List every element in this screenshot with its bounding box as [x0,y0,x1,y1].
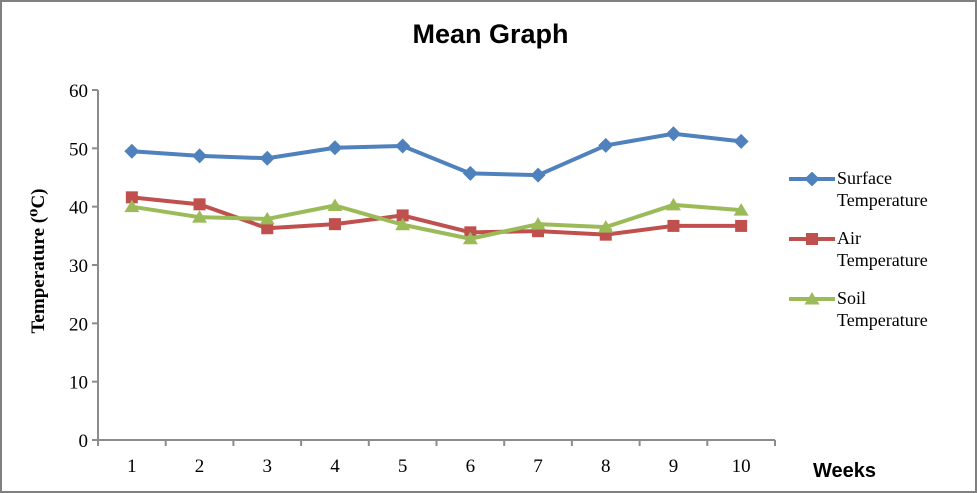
data-point-marker [530,167,546,183]
diamond-marker-icon [789,172,835,186]
x-axis-title: Weeks [813,460,877,482]
data-point-marker [328,218,341,231]
y-tick-label: 30 [69,256,88,277]
square-marker-icon [789,233,835,245]
series-line [129,131,744,178]
data-point-marker [125,191,138,204]
data-point-marker [598,137,614,153]
data-point-marker [124,143,140,159]
legend-item-soil-temperature: Soil Temperature [789,287,959,331]
data-point-marker [733,203,749,216]
chart-title: Mean Graph [412,19,569,49]
data-point-marker [261,222,274,235]
x-tick-labels: 1 2 3 4 5 6 7 8 9 10 [127,456,751,477]
x-tick-label: 8 [601,456,611,477]
triangle-marker-icon [789,292,835,305]
x-tick-label: 7 [533,456,543,477]
data-point-marker [396,209,409,222]
data-point-marker [395,138,411,154]
x-tick-label: 6 [466,456,476,477]
y-tick-label: 0 [79,431,89,452]
axes [92,89,776,446]
data-point-marker [193,198,206,211]
x-tick-label: 10 [732,456,751,477]
data-point-marker [530,217,546,230]
legend-label: Soil Temperature [837,288,928,330]
y-tick-label: 40 [69,198,88,219]
y-tick-label: 60 [69,81,88,102]
x-tick-label: 2 [195,456,205,477]
series-soil-temperature [124,197,749,245]
data-point-marker [598,220,614,233]
y-tick-label: 10 [69,373,88,394]
data-point-marker [462,231,478,245]
data-point-marker [192,210,208,223]
data-point-marker [665,126,681,142]
y-tick-label: 20 [69,314,88,335]
x-tick-label: 5 [398,456,408,477]
legend-item-surface-temperature: Surface Temperature [789,167,959,211]
data-point-marker [804,172,820,186]
data-point-marker [667,219,680,232]
series-line [129,202,744,241]
legend-label: Air Temperature [837,228,928,270]
data-point-marker [259,150,275,166]
legend-item-air-temperature: Air Temperature [789,227,959,271]
chart-legend: Surface Temperature Air Temperature Soil T… [789,167,959,347]
x-tick-label: 1 [127,456,137,477]
data-point-marker [804,292,820,305]
data-point-marker [735,219,748,232]
data-point-marker [395,217,411,231]
data-point-marker [124,199,140,213]
series-surface-temperature [124,126,749,183]
data-point-marker [733,133,749,149]
legend-label: Surface Temperature [837,168,928,210]
y-tick-label: 50 [69,139,88,160]
y-tick-labels: 0 10 20 30 40 50 60 [69,81,88,452]
data-point-marker [665,197,681,211]
data-point-marker [806,233,818,245]
data-point-marker [259,211,275,225]
data-point-marker [327,198,343,211]
x-tick-label: 9 [669,456,679,477]
data-point-marker [192,148,208,164]
data-point-marker [462,165,478,181]
data-point-marker [327,140,343,156]
x-tick-label: 4 [330,456,340,477]
x-tick-label: 3 [263,456,273,477]
